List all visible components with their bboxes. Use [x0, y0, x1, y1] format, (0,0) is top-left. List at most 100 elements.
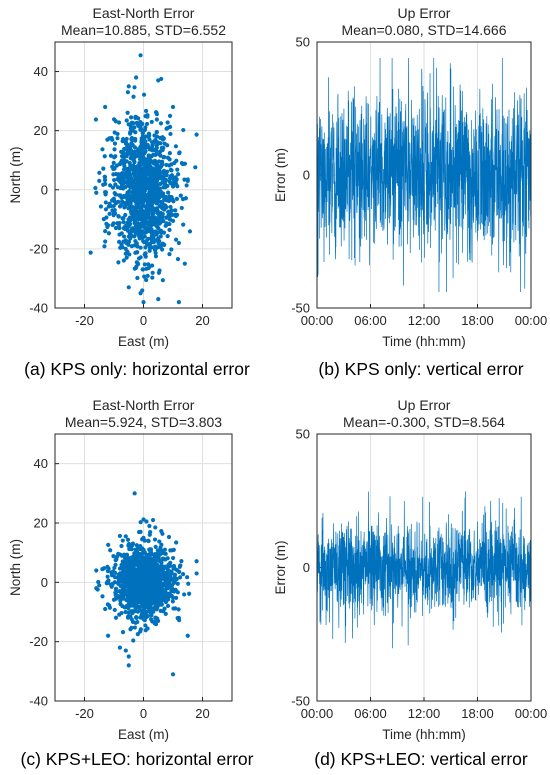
x-tick-label: -20 — [75, 313, 94, 328]
data-point — [141, 549, 146, 554]
data-point — [170, 672, 176, 677]
data-point — [147, 523, 152, 529]
data-point — [128, 155, 133, 161]
data-point — [158, 121, 164, 126]
data-point — [135, 275, 140, 281]
data-point — [108, 548, 113, 553]
data-point — [128, 130, 133, 135]
data-point — [102, 154, 107, 159]
data-point — [119, 202, 124, 208]
data-point — [133, 212, 138, 217]
x-axis-label: East (m) — [118, 727, 169, 742]
data-point — [147, 579, 152, 584]
data-point — [139, 217, 144, 222]
data-point — [140, 196, 146, 201]
data-point — [93, 117, 99, 122]
data-point — [147, 215, 152, 220]
data-point — [153, 172, 158, 178]
data-point — [133, 250, 138, 255]
data-point — [150, 211, 155, 217]
data-point — [119, 244, 124, 249]
data-point — [160, 203, 165, 208]
data-point — [140, 130, 145, 136]
data-point — [167, 151, 172, 156]
data-point — [158, 608, 163, 613]
data-point — [151, 198, 156, 203]
data-point — [149, 119, 154, 125]
data-point — [152, 537, 158, 542]
data-point — [164, 222, 169, 227]
data-point — [105, 602, 110, 607]
data-point — [161, 230, 167, 235]
data-point — [162, 577, 168, 582]
y-tick-label: -50 — [291, 301, 310, 316]
x-axis-label: East (m) — [118, 334, 169, 349]
data-point — [116, 199, 121, 204]
data-point — [133, 189, 138, 194]
data-point — [114, 554, 120, 559]
data-point — [161, 185, 166, 190]
x-axis-label: Time (hh:mm) — [382, 727, 466, 742]
data-point — [116, 580, 121, 585]
data-point — [136, 146, 141, 152]
data-point — [163, 565, 168, 570]
data-point — [193, 165, 198, 170]
y-tick-label: 0 — [303, 168, 310, 183]
data-point — [146, 538, 151, 544]
data-point — [126, 84, 131, 89]
data-point — [139, 142, 144, 148]
data-point — [172, 572, 178, 577]
data-point — [110, 185, 116, 190]
data-point — [149, 153, 154, 159]
data-point — [143, 245, 148, 250]
y-tick-label: 0 — [41, 182, 48, 197]
data-point — [136, 116, 141, 121]
data-point — [112, 211, 118, 216]
data-point — [124, 255, 129, 260]
data-point — [125, 110, 130, 115]
data-point — [117, 193, 122, 198]
data-point — [152, 159, 157, 164]
data-point — [140, 167, 146, 173]
data-point — [102, 174, 107, 179]
data-point — [133, 193, 138, 198]
data-point — [137, 170, 142, 175]
data-point — [150, 233, 156, 238]
data-point — [111, 569, 116, 574]
data-point — [144, 519, 149, 524]
data-point — [150, 263, 155, 268]
x-tick-label: 0 — [140, 313, 147, 328]
data-point — [161, 597, 167, 602]
data-point — [161, 242, 166, 247]
data-point — [158, 234, 163, 239]
data-point — [153, 622, 159, 627]
data-point — [159, 602, 164, 607]
data-point — [138, 520, 143, 525]
data-point — [100, 567, 105, 572]
data-point — [101, 166, 106, 171]
data-point — [137, 563, 142, 568]
data-point — [159, 213, 164, 219]
data-point — [155, 197, 160, 203]
data-point — [126, 543, 131, 548]
data-point — [144, 121, 150, 127]
data-point — [146, 221, 152, 226]
data-point — [174, 196, 180, 201]
data-point — [112, 177, 117, 183]
data-point — [150, 189, 155, 195]
data-point — [147, 200, 153, 205]
data-point — [169, 181, 174, 186]
data-point — [134, 153, 139, 158]
data-point — [115, 177, 120, 182]
data-point — [124, 159, 129, 164]
data-point — [121, 177, 126, 182]
data-point — [103, 104, 108, 110]
data-point — [126, 654, 131, 659]
data-point — [158, 564, 163, 569]
data-point — [159, 76, 164, 82]
series-a — [88, 53, 199, 305]
data-point — [161, 176, 166, 182]
data-point — [104, 215, 109, 220]
data-point — [175, 256, 181, 262]
data-point — [131, 638, 136, 643]
